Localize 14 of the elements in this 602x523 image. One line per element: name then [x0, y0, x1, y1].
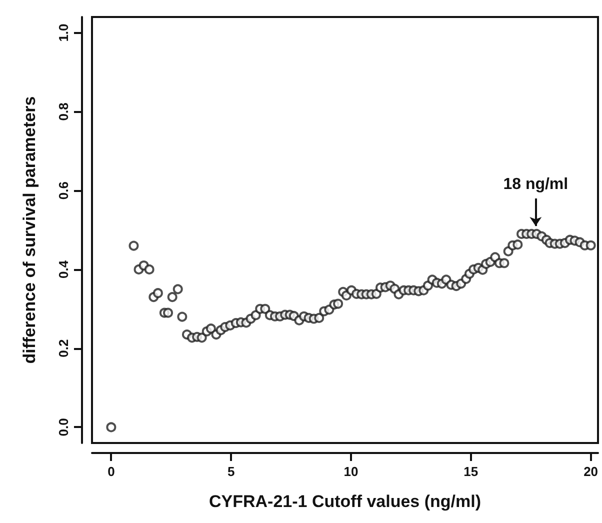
y-tick-label: 0.0	[56, 418, 71, 436]
y-tick-label: 0.2	[56, 339, 71, 358]
x-tick-label: 10	[344, 464, 358, 479]
x-tick-label: 0	[108, 464, 115, 479]
y-tick-label: 0.6	[56, 182, 71, 200]
y-tick-label: 1.0	[56, 24, 71, 42]
y-tick-label: 0.8	[56, 102, 71, 121]
annotation: 18 ng/ml	[503, 176, 568, 193]
x-axis-title: CYFRA-21-1 Cutoff values (ng/ml)	[208, 492, 482, 511]
y-tick-label: 0.4	[56, 260, 71, 278]
x-tick-label: 5	[227, 464, 235, 479]
y-axis-title: difference of survival parameters	[20, 96, 39, 364]
x-tick-label: 20	[584, 464, 598, 479]
x-tick-label: 15	[464, 464, 478, 479]
